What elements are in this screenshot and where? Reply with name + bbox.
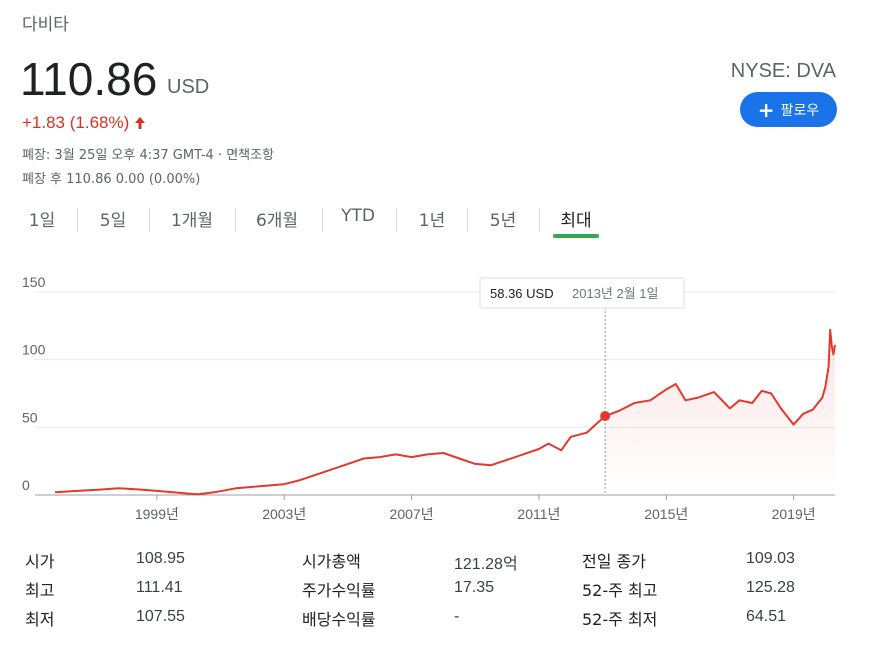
- stat-value: 125.28: [746, 579, 795, 596]
- tab-divider: [467, 208, 468, 232]
- time-range-tabs: 1일 5일 1개월 6개월 YTD 1년 5년 최대: [0, 200, 870, 240]
- tab-1d[interactable]: 1일: [28, 211, 56, 231]
- tab-1m[interactable]: 1개월: [170, 211, 214, 231]
- stat-value: 109.03: [746, 550, 795, 567]
- follow-button-label: 팔로우: [780, 102, 820, 119]
- chart-tooltip: 58.36 USD 2013년 2월 1일: [479, 277, 685, 309]
- x-tick-label: 2019년: [772, 506, 816, 522]
- stat-label: 전일 종가: [582, 552, 646, 571]
- y-tick-label: 0: [22, 477, 30, 493]
- stock-price: 110.86: [20, 53, 158, 105]
- tab-divider: [322, 208, 323, 232]
- x-tick-label: 2015년: [644, 506, 688, 522]
- plus-icon: +: [757, 97, 775, 122]
- follow-button[interactable]: + 팔로우: [740, 92, 837, 127]
- close-info: 폐장: 3월 25일 오후 4:37 GMT-4 · 면책조항: [22, 148, 275, 163]
- active-tab-indicator: [553, 234, 599, 238]
- stat-value: 121.28억: [454, 556, 518, 573]
- x-tick-label: 2003년: [262, 506, 306, 522]
- price-change-text: +1.83 (1.68%): [22, 113, 130, 132]
- stat-label: 52-주 최고: [582, 581, 658, 600]
- stat-label: 최저: [25, 610, 55, 629]
- ticker-symbol: NYSE: DVA: [730, 60, 836, 82]
- tab-divider: [396, 208, 397, 232]
- tab-5d[interactable]: 5일: [99, 211, 127, 231]
- tab-max[interactable]: 최대: [560, 211, 592, 231]
- arrow-up-icon: [135, 117, 146, 129]
- price-line[interactable]: [54, 328, 836, 496]
- tab-5y[interactable]: 5년: [489, 211, 517, 231]
- price-change: +1.83 (1.68%): [22, 113, 147, 133]
- company-name: 다비타: [22, 15, 69, 35]
- stat-label: 주가수익률: [302, 581, 376, 600]
- tab-1y[interactable]: 1년: [418, 211, 446, 231]
- stat-value: 107.55: [136, 608, 185, 625]
- tab-divider: [235, 208, 236, 232]
- tooltip-date: 2013년 2월 1일: [572, 286, 658, 301]
- y-tick-label: 100: [22, 342, 46, 358]
- y-tick-label: 50: [22, 409, 38, 425]
- hover-point: [600, 411, 611, 422]
- tab-ytd[interactable]: YTD: [341, 206, 375, 226]
- after-hours-info: 폐장 후 110.86 0.00 (0.00%): [22, 172, 201, 187]
- tab-6m[interactable]: 6개월: [255, 211, 299, 231]
- stat-label: 시가총액: [302, 552, 361, 571]
- price-area-fill: [605, 329, 835, 495]
- tab-divider: [149, 208, 150, 232]
- x-tick-label: 2007년: [390, 506, 434, 522]
- tooltip-value: 58.36 USD: [490, 286, 554, 301]
- stat-value: 108.95: [136, 550, 185, 567]
- tab-divider: [539, 208, 540, 232]
- stat-label: 배당수익률: [302, 610, 376, 629]
- currency-label: USD: [167, 76, 210, 98]
- y-tick-label: 150: [22, 274, 46, 290]
- x-tick-label: 1999년: [135, 506, 179, 522]
- tab-divider: [77, 208, 78, 232]
- stat-label: 52-주 최저: [582, 610, 658, 629]
- stat-value: 111.41: [136, 579, 183, 596]
- stat-value: 64.51: [746, 608, 787, 625]
- stats-table: 시가 108.95 시가총액 121.28억 전일 종가 109.03 최고 1…: [0, 548, 870, 648]
- stat-value: 17.35: [454, 579, 495, 596]
- stat-label: 최고: [25, 581, 55, 600]
- stat-label: 시가: [25, 552, 55, 571]
- stat-value: -: [454, 608, 460, 625]
- x-tick-label: 2011년: [517, 506, 560, 522]
